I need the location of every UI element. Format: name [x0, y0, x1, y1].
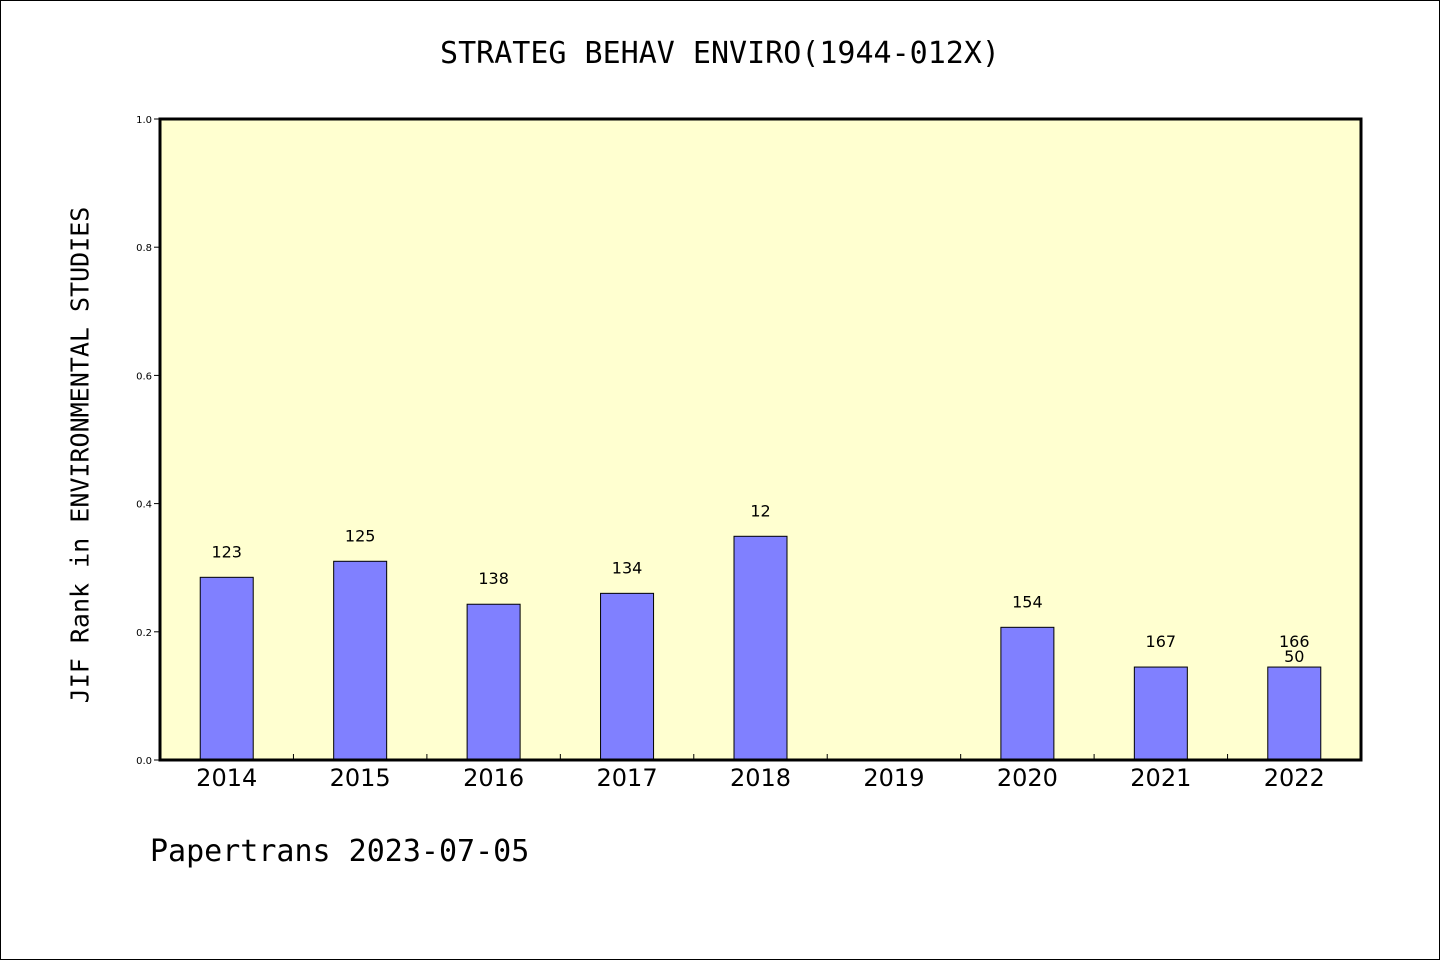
bar [466, 603, 521, 761]
bar [333, 560, 388, 761]
y-tick-label: 0.6 [136, 371, 152, 382]
y-tick-label: 1.0 [136, 115, 152, 126]
bar [1000, 626, 1055, 761]
y-tick-label: 0.0 [136, 756, 152, 767]
y-tick-label: 0.4 [136, 500, 152, 511]
bar-data-label: 134 [612, 558, 643, 577]
bar-data-label: 125 [345, 526, 376, 545]
x-tick-label: 2017 [597, 764, 658, 792]
bar-data-label: 12 [750, 501, 770, 520]
x-tick-label: 2014 [196, 764, 257, 792]
x-tick-label: 2016 [463, 764, 524, 792]
bar-data-label: 167 [1146, 632, 1177, 651]
plot-border [158, 117, 1363, 762]
bar-data-label: 123 [211, 542, 242, 561]
x-tick-label: 2019 [863, 764, 924, 792]
bar-data-label: 50 [1284, 647, 1304, 666]
x-tick-label: 2020 [997, 764, 1058, 792]
bar [1133, 666, 1188, 761]
bar-data-label: 154 [1012, 592, 1043, 611]
bar [199, 576, 254, 761]
chart-title: STRATEG BEHAV ENVIRO(1944-012X) [440, 36, 1000, 71]
x-tick-label: 2021 [1130, 764, 1191, 792]
bar [600, 592, 655, 761]
x-tick-label: 2018 [730, 764, 791, 792]
x-tick-label: 2022 [1264, 764, 1325, 792]
x-tick-label: 2015 [330, 764, 391, 792]
y-tick-label: 0.2 [136, 628, 152, 639]
bar-data-label: 138 [478, 569, 509, 588]
bar [733, 535, 788, 761]
bar [1267, 666, 1322, 761]
footer-text: Papertrans 2023-07-05 [150, 834, 530, 869]
bar-data-label: 166 [1279, 632, 1310, 651]
y-tick-label: 0.8 [136, 243, 152, 254]
